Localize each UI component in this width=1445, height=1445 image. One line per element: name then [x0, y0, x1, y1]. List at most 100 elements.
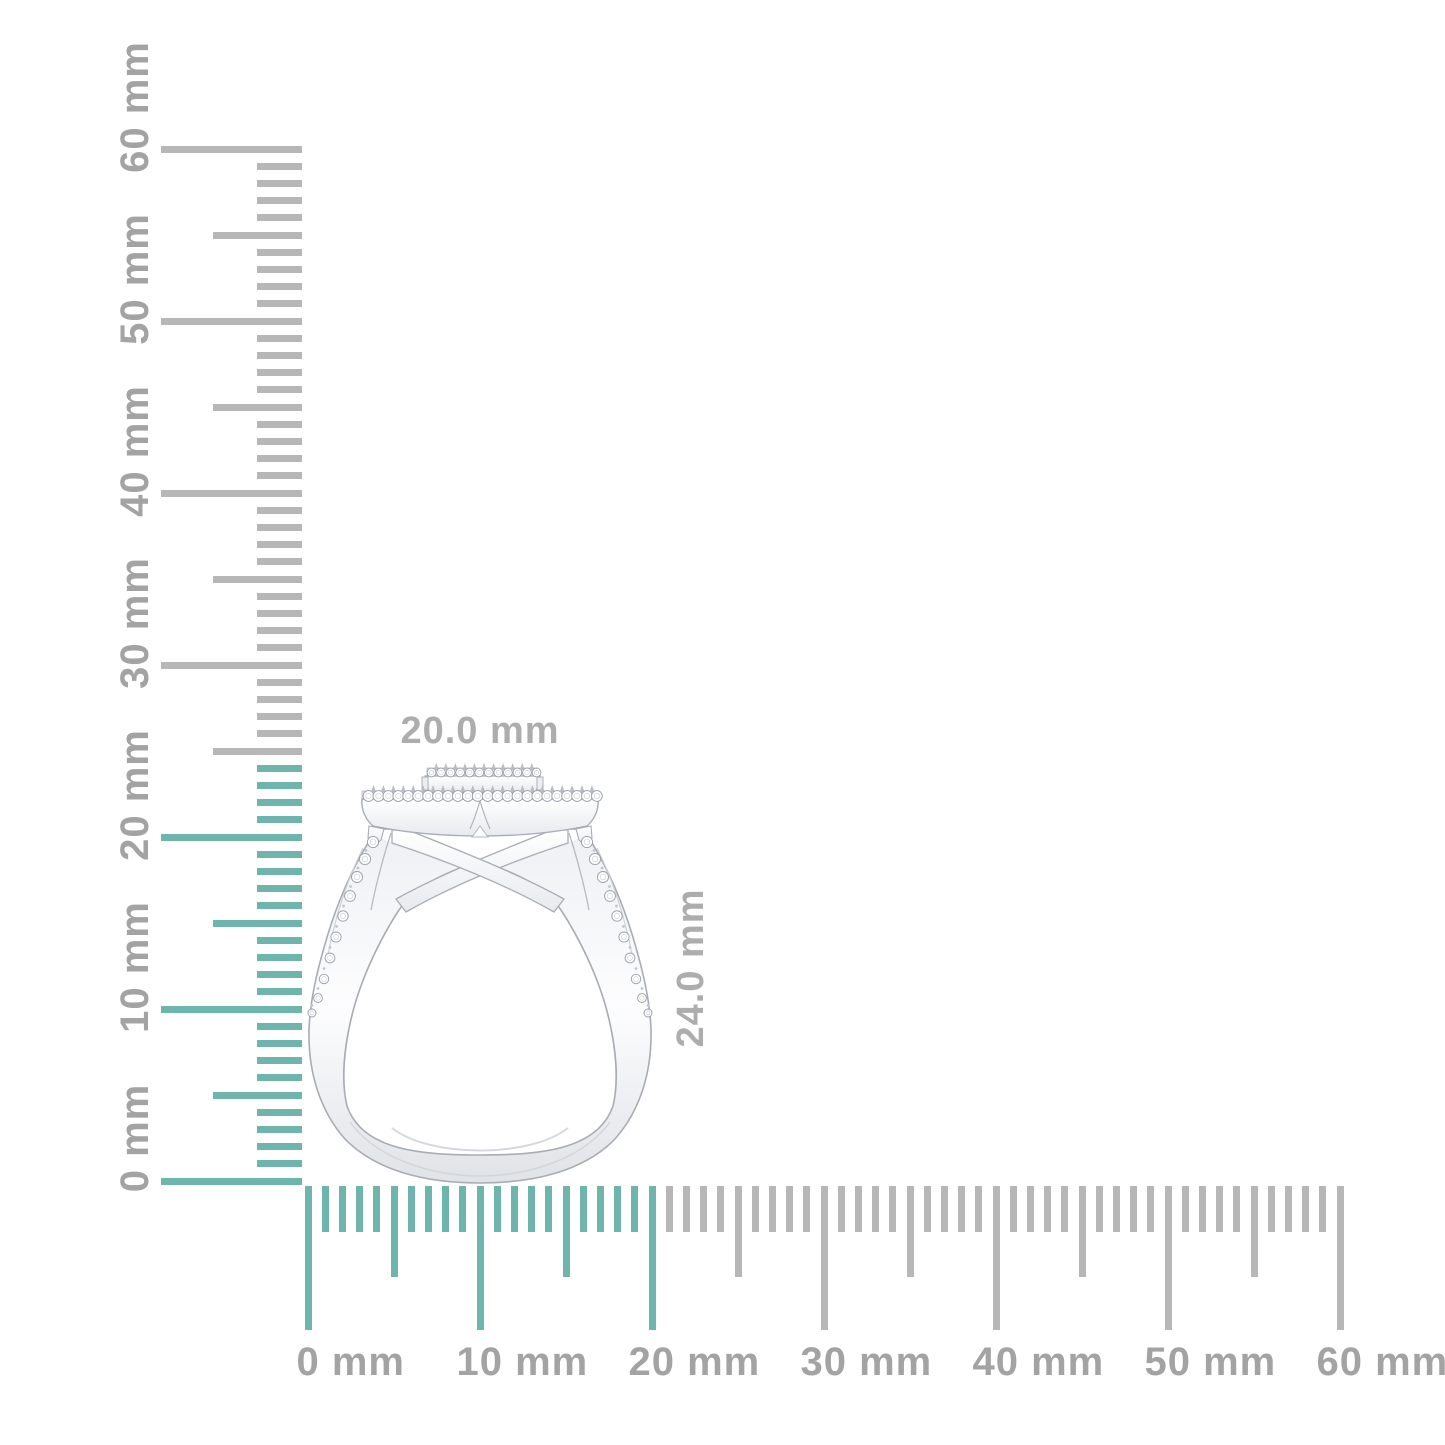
- v-tick-25mm: [213, 747, 302, 755]
- h-tick-29mm: [803, 1186, 811, 1232]
- v-tick-11mm: [257, 988, 302, 996]
- diamond-stone: [344, 890, 356, 902]
- diamond-stone: [571, 790, 583, 802]
- diamond-facet: [365, 792, 372, 800]
- diamond-facet: [434, 792, 442, 800]
- v-tick-10mm: [161, 1005, 302, 1013]
- v-tick-24mm: [257, 764, 302, 772]
- prong-bead: [529, 763, 535, 770]
- v-tick-39mm: [257, 506, 302, 514]
- shank-diamonds-right: [580, 835, 653, 1018]
- h-tick-4mm: [373, 1186, 381, 1232]
- diamond-stone: [455, 767, 466, 778]
- h-tick-53mm: [1216, 1186, 1224, 1232]
- h-tick-20mm: [648, 1186, 656, 1330]
- h-tick-19mm: [631, 1186, 639, 1232]
- v-tick-55mm: [213, 231, 302, 239]
- diamond-stone: [313, 993, 323, 1003]
- diamond-facet: [514, 792, 521, 800]
- diamond-facet: [444, 792, 451, 800]
- prong-bead: [450, 785, 456, 792]
- h-tick-24mm: [717, 1186, 725, 1232]
- prong-bead: [549, 785, 555, 792]
- diamond-stone: [452, 790, 464, 802]
- diamond-facet: [534, 792, 541, 800]
- diamond-stone: [522, 767, 532, 778]
- h-tick-56mm: [1267, 1186, 1275, 1232]
- h-ruler-label-40mm: 40 mm: [972, 1340, 1105, 1384]
- diamond-stone: [512, 767, 523, 778]
- diamond-facet: [448, 769, 454, 776]
- v-tick-59mm: [257, 162, 302, 170]
- v-tick-7mm: [257, 1057, 302, 1065]
- ring-shank: [308, 828, 652, 1184]
- v-tick-54mm: [257, 248, 302, 256]
- v-tick-16mm: [257, 902, 302, 910]
- prong-bead: [342, 904, 345, 908]
- diamond-stone: [501, 790, 514, 802]
- diamond-facet: [583, 838, 591, 846]
- h-tick-13mm: [528, 1186, 536, 1232]
- shank-diamonds-left: [307, 835, 380, 1018]
- prong-bead: [615, 904, 618, 908]
- v-tick-37mm: [257, 541, 302, 549]
- h-tick-38mm: [958, 1186, 966, 1232]
- h-tick-34mm: [889, 1186, 897, 1232]
- h-tick-41mm: [1009, 1186, 1017, 1232]
- h-tick-59mm: [1319, 1186, 1327, 1232]
- h-tick-39mm: [975, 1186, 983, 1232]
- h-tick-23mm: [700, 1186, 708, 1232]
- diamond-facet: [327, 955, 333, 961]
- diamond-facet: [476, 769, 482, 776]
- diamond-stone: [461, 790, 474, 802]
- h-ruler-label-10mm: 10 mm: [456, 1340, 589, 1384]
- v-tick-22mm: [257, 799, 302, 807]
- prong-bead: [608, 885, 611, 888]
- h-tick-27mm: [768, 1186, 776, 1232]
- v-tick-1mm: [257, 1160, 302, 1168]
- prong-bead: [433, 763, 439, 770]
- prong-bead: [370, 785, 376, 792]
- diamond-facet: [599, 873, 607, 881]
- diamond-stone: [422, 790, 434, 802]
- head-center-notch: [471, 825, 489, 838]
- diamond-facet: [361, 855, 369, 863]
- v-tick-36mm: [257, 558, 302, 566]
- prong-bead: [539, 785, 545, 792]
- diamond-stone: [366, 835, 380, 849]
- h-tick-14mm: [545, 1186, 553, 1232]
- h-tick-6mm: [407, 1186, 415, 1232]
- h-ruler-label-0mm: 0 mm: [296, 1340, 405, 1384]
- v-tick-45mm: [213, 403, 302, 411]
- h-tick-35mm: [906, 1186, 914, 1277]
- prong-bead: [490, 785, 496, 792]
- diamond-stone: [372, 790, 385, 802]
- h-tick-36mm: [923, 1186, 931, 1232]
- v-tick-60mm: [161, 145, 302, 153]
- diamond-facet: [321, 976, 327, 982]
- prong-bead: [480, 785, 486, 792]
- prong-bead: [322, 967, 326, 970]
- diamond-stone: [493, 767, 504, 778]
- v-tick-21mm: [257, 816, 302, 824]
- diamond-facet: [340, 913, 346, 919]
- h-tick-54mm: [1233, 1186, 1241, 1232]
- v-tick-8mm: [257, 1039, 302, 1047]
- diamond-stone: [521, 790, 534, 802]
- v-tick-51mm: [257, 300, 302, 308]
- h-tick-10mm: [476, 1186, 484, 1330]
- v-tick-20mm: [161, 833, 302, 841]
- tier-diamond-row: [426, 763, 542, 778]
- diamond-stone: [491, 790, 504, 802]
- prong-bead: [628, 946, 632, 949]
- diamond-facet: [544, 792, 551, 800]
- v-tick-23mm: [257, 781, 302, 789]
- diamond-facet: [639, 995, 645, 1001]
- prong-bead: [356, 866, 360, 870]
- v-tick-31mm: [257, 644, 302, 652]
- prong-bead: [589, 785, 595, 792]
- diamond-stone: [637, 993, 647, 1003]
- prong-bead: [500, 785, 506, 792]
- diamond-stone: [337, 910, 349, 922]
